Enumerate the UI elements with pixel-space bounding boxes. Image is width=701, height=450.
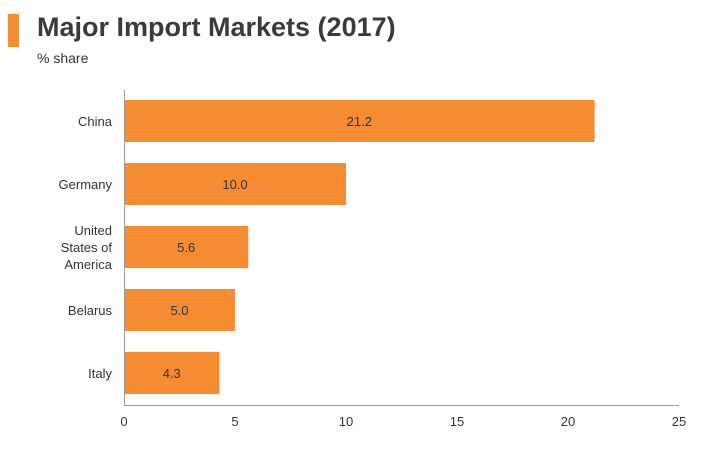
bar xyxy=(124,100,595,142)
category-label-line: Belarus xyxy=(68,303,113,318)
title-accent-bar xyxy=(8,14,19,47)
category-label: Italy xyxy=(88,366,112,381)
chart-subtitle: % share xyxy=(37,50,89,66)
category-label-line: China xyxy=(78,114,113,129)
x-tick-label: 10 xyxy=(339,414,353,429)
category-label: United States of America xyxy=(61,223,113,272)
category-label-line: Germany xyxy=(59,177,113,192)
data-label: 5.6 xyxy=(177,240,195,255)
data-label: 5.0 xyxy=(170,303,188,318)
x-tick-label: 25 xyxy=(672,414,686,429)
x-tick-label: 20 xyxy=(561,414,575,429)
category-labels-layer: China Germany United States of America Belaru… xyxy=(59,114,113,381)
category-label-line: United xyxy=(74,223,112,238)
bar xyxy=(124,352,220,394)
category-label-line: America xyxy=(64,257,112,272)
category-label-line: Italy xyxy=(88,366,112,381)
data-label: 4.3 xyxy=(163,366,181,381)
bars-layer xyxy=(124,100,595,394)
bar xyxy=(124,226,249,268)
bar xyxy=(124,163,346,205)
data-label: 21.2 xyxy=(347,114,372,129)
x-tick-label: 0 xyxy=(120,414,127,429)
x-tick-label: 5 xyxy=(231,414,238,429)
axis-layer: 0 5 10 15 20 25 xyxy=(120,90,686,429)
category-label: Germany xyxy=(59,177,113,192)
chart-title: Major Import Markets (2017) xyxy=(37,12,396,42)
category-label-line: States of xyxy=(61,240,113,255)
bar xyxy=(124,289,235,331)
data-labels-layer: 21.2 10.0 5.6 5.0 4.3 xyxy=(163,114,372,381)
data-label: 10.0 xyxy=(222,177,247,192)
category-label: Belarus xyxy=(68,303,113,318)
category-label: China xyxy=(78,114,113,129)
x-tick-label: 15 xyxy=(450,414,464,429)
